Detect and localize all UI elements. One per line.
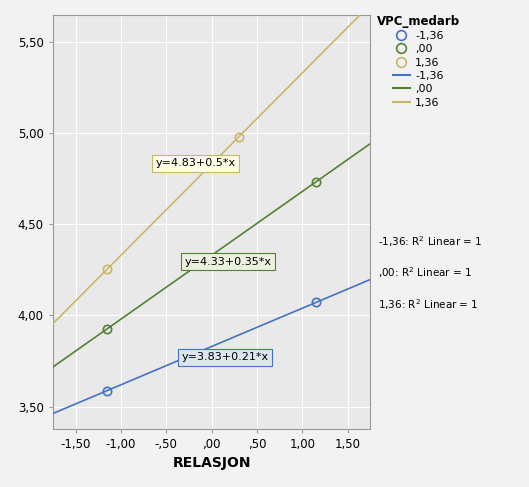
Text: y=3.83+0.21*x: y=3.83+0.21*x [181,353,269,362]
Text: y=4.83+0.5*x: y=4.83+0.5*x [155,158,235,168]
Text: ,00: R$^2$ Linear = 1: ,00: R$^2$ Linear = 1 [378,265,472,280]
Text: y=4.33+0.35*x: y=4.33+0.35*x [185,257,271,267]
X-axis label: RELASJON: RELASJON [172,456,251,470]
Legend: -1,36, ,00, 1,36, -1,36, ,00, 1,36: -1,36, ,00, 1,36, -1,36, ,00, 1,36 [377,15,460,108]
Text: 1,36: R$^2$ Linear = 1: 1,36: R$^2$ Linear = 1 [378,297,479,312]
Text: -1,36: R$^2$ Linear = 1: -1,36: R$^2$ Linear = 1 [378,234,482,248]
